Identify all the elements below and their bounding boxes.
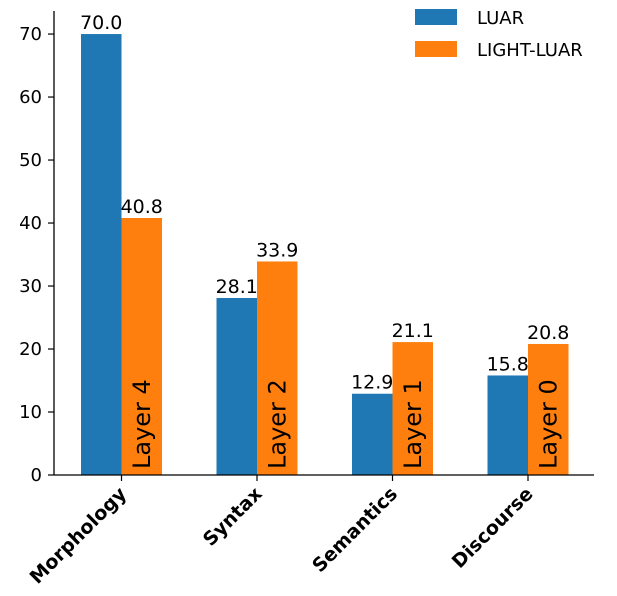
layer-annotation-discourse: Layer 0 — [534, 379, 562, 469]
bar-discourse-light-luar — [528, 343, 569, 475]
bar-semantics-light-luar — [392, 342, 433, 475]
bar-discourse-luar — [487, 375, 528, 475]
y-tick-label: 20 — [19, 339, 42, 360]
x-tick-label-morphology: Morphology — [26, 483, 132, 589]
annotations-layer: 70.0 40.8 Layer 4 28.1 33.9 Layer 2 12.9 21.1 La… — [80, 12, 569, 469]
y-tick-label: 40 — [19, 213, 42, 234]
value-label-semantics-light-luar: 21.1 — [392, 320, 434, 342]
layer-annotation-morphology: Layer 4 — [128, 379, 156, 469]
value-label-semantics-luar: 12.9 — [351, 372, 393, 394]
x-tick-label-discourse: Discourse — [448, 483, 538, 573]
x-tick-label-syntax: Syntax — [199, 483, 267, 551]
bar-semantics-luar — [352, 393, 393, 475]
bars-layer — [81, 34, 569, 476]
legend-swatch-luar — [415, 9, 457, 25]
legend-swatch-light-luar — [415, 41, 457, 57]
layer-annotation-syntax: Layer 2 — [263, 379, 291, 469]
legend: LUAR LIGHT-LUAR — [415, 8, 583, 61]
value-label-discourse-light-luar: 20.8 — [527, 322, 569, 344]
bar-syntax-luar — [216, 297, 257, 475]
value-label-morphology-luar: 70.0 — [80, 12, 122, 34]
y-tick-label: 70 — [19, 24, 42, 45]
x-tick-label-semantics: Semantics — [308, 483, 402, 577]
y-tick-label: 10 — [19, 402, 42, 423]
bar-morphology-light-luar — [121, 217, 162, 475]
bar-morphology-luar — [81, 34, 122, 476]
y-tick-label: 30 — [19, 276, 42, 297]
bar-syntax-light-luar — [257, 261, 298, 475]
layer-annotation-semantics: Layer 1 — [399, 379, 427, 469]
y-tick-label: 60 — [19, 87, 42, 108]
value-label-syntax-light-luar: 33.9 — [256, 239, 298, 261]
value-label-discourse-luar: 15.8 — [487, 353, 529, 375]
legend-label-luar: LUAR — [477, 8, 524, 29]
legend-label-light-luar: LIGHT-LUAR — [477, 40, 583, 61]
value-label-morphology-light-luar: 40.8 — [121, 196, 163, 218]
value-label-syntax-luar: 28.1 — [216, 276, 258, 298]
y-tick-label: 0 — [31, 465, 42, 486]
y-tick-label: 50 — [19, 150, 42, 171]
